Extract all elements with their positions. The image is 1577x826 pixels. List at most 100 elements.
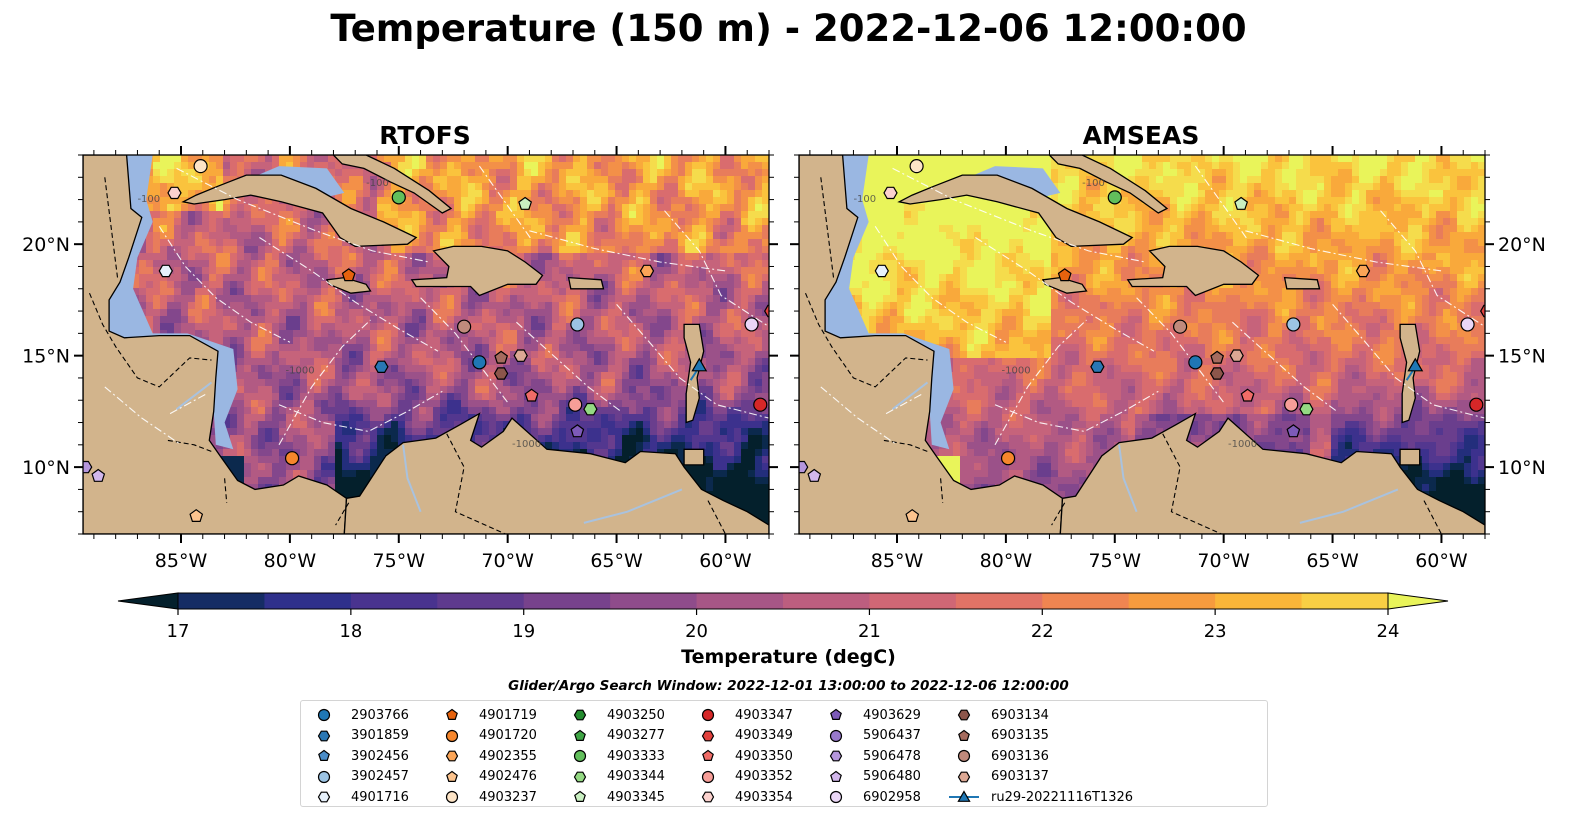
legend-item[interactable]: 4901719 [437, 705, 537, 725]
legend-item[interactable]: 3902456 [309, 746, 409, 766]
platform-marker[interactable] [524, 388, 539, 402]
platform-marker[interactable] [1234, 196, 1249, 210]
legend-item[interactable]: 2903766 [309, 705, 409, 725]
legend-item[interactable]: 4903352 [693, 767, 793, 787]
legend-item[interactable]: 3902457 [309, 767, 409, 787]
legend-marker[interactable] [829, 750, 843, 762]
legend-item[interactable]: 4901716 [309, 787, 409, 807]
legend-marker[interactable] [573, 771, 587, 782]
platform-marker[interactable] [1090, 360, 1105, 373]
platform-marker[interactable] [167, 186, 182, 200]
legend-marker[interactable] [702, 749, 714, 761]
legend-item[interactable]: 4902476 [437, 767, 537, 787]
legend-marker[interactable] [445, 790, 459, 804]
platform-marker[interactable] [1469, 397, 1484, 412]
legend-item[interactable]: ru29-20221116T1326 [949, 787, 1133, 807]
legend-marker[interactable] [445, 750, 459, 762]
legend-item[interactable]: 6903137 [949, 767, 1049, 787]
legend-marker[interactable] [317, 770, 331, 783]
platform-marker[interactable] [457, 319, 472, 334]
platform-marker[interactable] [691, 357, 708, 372]
platform-marker[interactable] [1299, 402, 1314, 416]
platform-marker[interactable] [764, 304, 778, 318]
legend-item[interactable]: 4903349 [693, 726, 793, 746]
legend-marker[interactable] [446, 770, 458, 782]
legend-item[interactable]: 6903134 [949, 705, 1049, 725]
platform-marker[interactable] [1173, 319, 1188, 334]
legend-marker[interactable] [701, 708, 715, 722]
platform-marker[interactable] [91, 468, 106, 482]
legend-item[interactable]: 4901720 [437, 726, 537, 746]
legend-marker[interactable] [829, 729, 843, 742]
platform-marker[interactable] [905, 508, 920, 523]
platform-marker[interactable] [1057, 268, 1072, 282]
map-panel-rtofs[interactable]: -1000 -1000 -100 -100 85°W 80°W 75°W 70°W 65°W 60… [22, 146, 778, 572]
legend-marker[interactable] [829, 790, 843, 804]
legend-marker[interactable] [574, 729, 586, 741]
legend-marker[interactable] [445, 729, 459, 742]
legend-item[interactable]: 6902958 [821, 787, 921, 807]
legend-item[interactable]: 5906480 [821, 767, 921, 787]
platform-marker[interactable] [158, 264, 173, 278]
platform-marker[interactable] [1107, 190, 1122, 205]
platform-marker[interactable] [753, 397, 768, 412]
legend-marker[interactable] [701, 730, 715, 741]
legend-item[interactable]: 3901859 [309, 726, 409, 746]
legend-marker[interactable] [830, 770, 842, 782]
legend-marker[interactable] [317, 730, 331, 741]
platform-marker[interactable] [795, 460, 809, 474]
legend-marker[interactable] [701, 770, 715, 783]
legend-marker[interactable] [318, 749, 330, 761]
platform-marker[interactable] [189, 508, 204, 523]
platform-marker[interactable] [284, 451, 300, 466]
platform-marker[interactable] [1407, 357, 1424, 372]
legend-marker[interactable] [574, 790, 586, 802]
platform-marker[interactable] [570, 424, 585, 438]
legend-item[interactable]: 6903135 [949, 726, 1049, 746]
platform-marker[interactable] [874, 264, 889, 278]
map-panel-amseas[interactable]: -1000 -1000 -100 -100 85°W 80°W 75°W 70°W 65°W 60… [790, 146, 1546, 572]
platform-marker[interactable] [79, 460, 93, 474]
legend-marker[interactable] [957, 709, 971, 721]
legend-item[interactable]: 5906437 [821, 726, 921, 746]
platform-marker[interactable] [1460, 317, 1475, 332]
legend-marker[interactable] [957, 771, 971, 782]
platform-marker[interactable] [1286, 424, 1301, 438]
legend-item[interactable]: 4903354 [693, 787, 793, 807]
legend-marker[interactable] [317, 791, 331, 803]
platform-marker[interactable] [639, 264, 655, 278]
platform-marker[interactable] [513, 349, 528, 362]
platform-marker[interactable] [374, 360, 389, 373]
platform-marker[interactable] [472, 355, 487, 370]
platform-marker[interactable] [391, 190, 406, 205]
platform-marker[interactable] [493, 367, 509, 380]
platform-marker[interactable] [494, 350, 509, 364]
platform-marker[interactable] [909, 159, 924, 174]
legend-marker[interactable] [701, 791, 715, 803]
platform-marker[interactable] [1209, 367, 1225, 380]
legend-marker[interactable] [957, 790, 971, 802]
platform-marker[interactable] [1210, 350, 1225, 364]
legend-marker[interactable] [573, 749, 587, 763]
legend-item[interactable]: 4903350 [693, 746, 793, 766]
legend-item[interactable]: 5906478 [821, 746, 921, 766]
legend-item[interactable]: 4903250 [565, 705, 665, 725]
platform-marker[interactable] [518, 196, 533, 210]
platform-marker[interactable] [883, 186, 898, 200]
legend-item[interactable]: 4902355 [437, 746, 537, 766]
platform-marker[interactable] [341, 268, 356, 282]
platform-marker[interactable] [1284, 397, 1299, 412]
legend-item[interactable]: 4903277 [565, 726, 665, 746]
legend-item[interactable]: 4903345 [565, 787, 665, 807]
legend-marker[interactable] [446, 708, 458, 720]
platform-marker[interactable] [1000, 451, 1016, 466]
legend-item[interactable]: 4903344 [565, 767, 665, 787]
legend-item[interactable]: 6903136 [949, 746, 1049, 766]
legend-marker[interactable] [317, 708, 331, 722]
platform-marker[interactable] [1229, 349, 1244, 362]
legend-item[interactable]: 4903237 [437, 787, 537, 807]
platform-marker[interactable] [1286, 317, 1301, 332]
platform-marker[interactable] [1188, 355, 1203, 370]
legend-marker[interactable] [957, 749, 971, 763]
platform-marker[interactable] [583, 402, 598, 416]
